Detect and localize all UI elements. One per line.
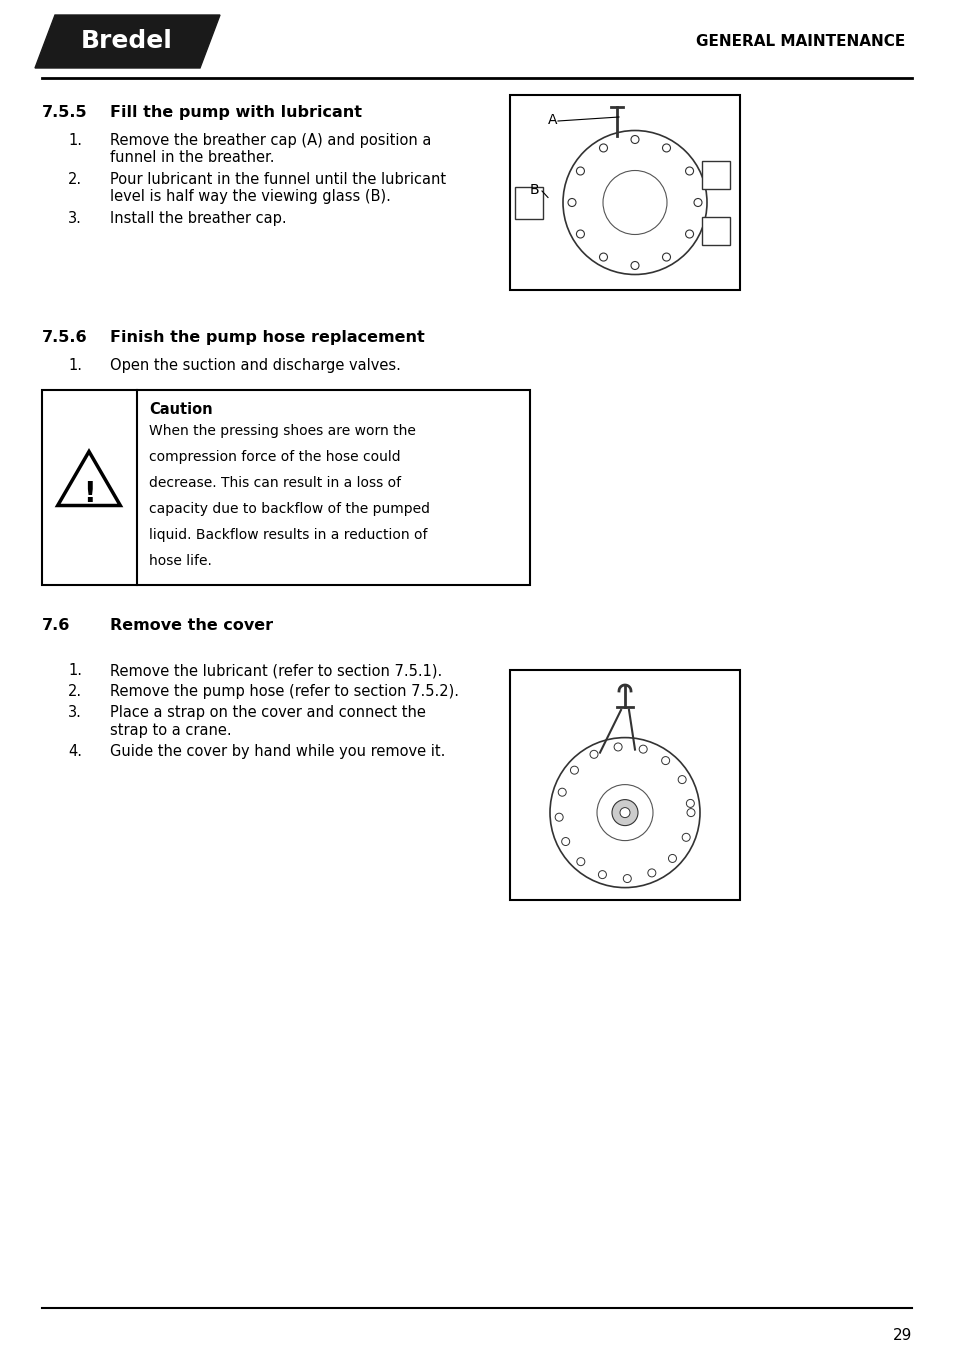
Text: Pour lubricant in the funnel until the lubricant: Pour lubricant in the funnel until the l… bbox=[110, 172, 446, 187]
Polygon shape bbox=[35, 15, 220, 68]
Circle shape bbox=[661, 253, 670, 261]
Text: funnel in the breather.: funnel in the breather. bbox=[110, 150, 274, 165]
Text: 1.: 1. bbox=[68, 358, 82, 373]
Circle shape bbox=[685, 168, 693, 174]
Polygon shape bbox=[57, 452, 120, 506]
Text: 7.5.6: 7.5.6 bbox=[42, 330, 88, 345]
Text: When the pressing shoes are worn the: When the pressing shoes are worn the bbox=[149, 425, 416, 438]
Text: decrease. This can result in a loss of: decrease. This can result in a loss of bbox=[149, 476, 400, 489]
Text: Caution: Caution bbox=[149, 402, 213, 416]
Text: strap to a crane.: strap to a crane. bbox=[110, 723, 232, 738]
Text: compression force of the hose could: compression force of the hose could bbox=[149, 450, 400, 464]
Circle shape bbox=[639, 745, 646, 753]
Text: Open the suction and discharge valves.: Open the suction and discharge valves. bbox=[110, 358, 400, 373]
Text: capacity due to backflow of the pumped: capacity due to backflow of the pumped bbox=[149, 502, 430, 516]
Circle shape bbox=[598, 253, 607, 261]
Circle shape bbox=[686, 808, 695, 817]
Text: 3.: 3. bbox=[68, 704, 82, 721]
Text: B: B bbox=[530, 183, 539, 197]
Circle shape bbox=[681, 833, 689, 841]
Text: A: A bbox=[547, 114, 557, 127]
Text: Finish the pump hose replacement: Finish the pump hose replacement bbox=[110, 330, 424, 345]
Text: level is half way the viewing glass (B).: level is half way the viewing glass (B). bbox=[110, 189, 391, 204]
Circle shape bbox=[622, 875, 631, 883]
FancyBboxPatch shape bbox=[42, 389, 530, 585]
Text: Place a strap on the cover and connect the: Place a strap on the cover and connect t… bbox=[110, 704, 425, 721]
Circle shape bbox=[555, 813, 562, 821]
Text: 29: 29 bbox=[892, 1328, 911, 1343]
Circle shape bbox=[647, 869, 655, 877]
FancyBboxPatch shape bbox=[701, 161, 729, 188]
Text: 2.: 2. bbox=[68, 172, 82, 187]
Circle shape bbox=[661, 757, 669, 765]
Text: 4.: 4. bbox=[68, 744, 82, 758]
Circle shape bbox=[619, 807, 629, 818]
Circle shape bbox=[668, 854, 676, 863]
Circle shape bbox=[612, 799, 638, 826]
Text: 2.: 2. bbox=[68, 684, 82, 699]
Text: 3.: 3. bbox=[68, 211, 82, 226]
Circle shape bbox=[685, 799, 694, 807]
Circle shape bbox=[693, 199, 701, 207]
Circle shape bbox=[598, 143, 607, 151]
Text: Remove the cover: Remove the cover bbox=[110, 618, 273, 633]
Circle shape bbox=[561, 837, 569, 845]
Circle shape bbox=[567, 199, 576, 207]
Text: 1.: 1. bbox=[68, 132, 82, 147]
FancyBboxPatch shape bbox=[510, 95, 740, 289]
Circle shape bbox=[558, 788, 566, 796]
Text: Install the breather cap.: Install the breather cap. bbox=[110, 211, 286, 226]
Text: 7.6: 7.6 bbox=[42, 618, 71, 633]
Circle shape bbox=[614, 744, 621, 750]
Circle shape bbox=[570, 767, 578, 775]
Circle shape bbox=[685, 230, 693, 238]
Circle shape bbox=[630, 261, 639, 269]
Text: liquid. Backflow results in a reduction of: liquid. Backflow results in a reduction … bbox=[149, 529, 427, 542]
Circle shape bbox=[589, 750, 598, 758]
Text: !: ! bbox=[83, 480, 95, 507]
Text: Bredel: Bredel bbox=[81, 28, 172, 53]
Text: 7.5.5: 7.5.5 bbox=[42, 105, 88, 120]
FancyBboxPatch shape bbox=[515, 187, 542, 219]
Circle shape bbox=[630, 135, 639, 143]
Circle shape bbox=[678, 776, 685, 784]
FancyBboxPatch shape bbox=[510, 671, 740, 900]
Text: Remove the pump hose (refer to section 7.5.2).: Remove the pump hose (refer to section 7… bbox=[110, 684, 458, 699]
Text: hose life.: hose life. bbox=[149, 554, 212, 568]
Text: GENERAL MAINTENANCE: GENERAL MAINTENANCE bbox=[695, 34, 904, 49]
Text: Guide the cover by hand while you remove it.: Guide the cover by hand while you remove… bbox=[110, 744, 445, 758]
Circle shape bbox=[577, 857, 584, 865]
Text: Remove the lubricant (refer to section 7.5.1).: Remove the lubricant (refer to section 7… bbox=[110, 662, 442, 677]
Text: Remove the breather cap (A) and position a: Remove the breather cap (A) and position… bbox=[110, 132, 431, 147]
FancyBboxPatch shape bbox=[701, 216, 729, 245]
Circle shape bbox=[576, 230, 584, 238]
Circle shape bbox=[598, 871, 606, 879]
Circle shape bbox=[576, 168, 584, 174]
Circle shape bbox=[661, 143, 670, 151]
Text: Fill the pump with lubricant: Fill the pump with lubricant bbox=[110, 105, 361, 120]
Text: 1.: 1. bbox=[68, 662, 82, 677]
